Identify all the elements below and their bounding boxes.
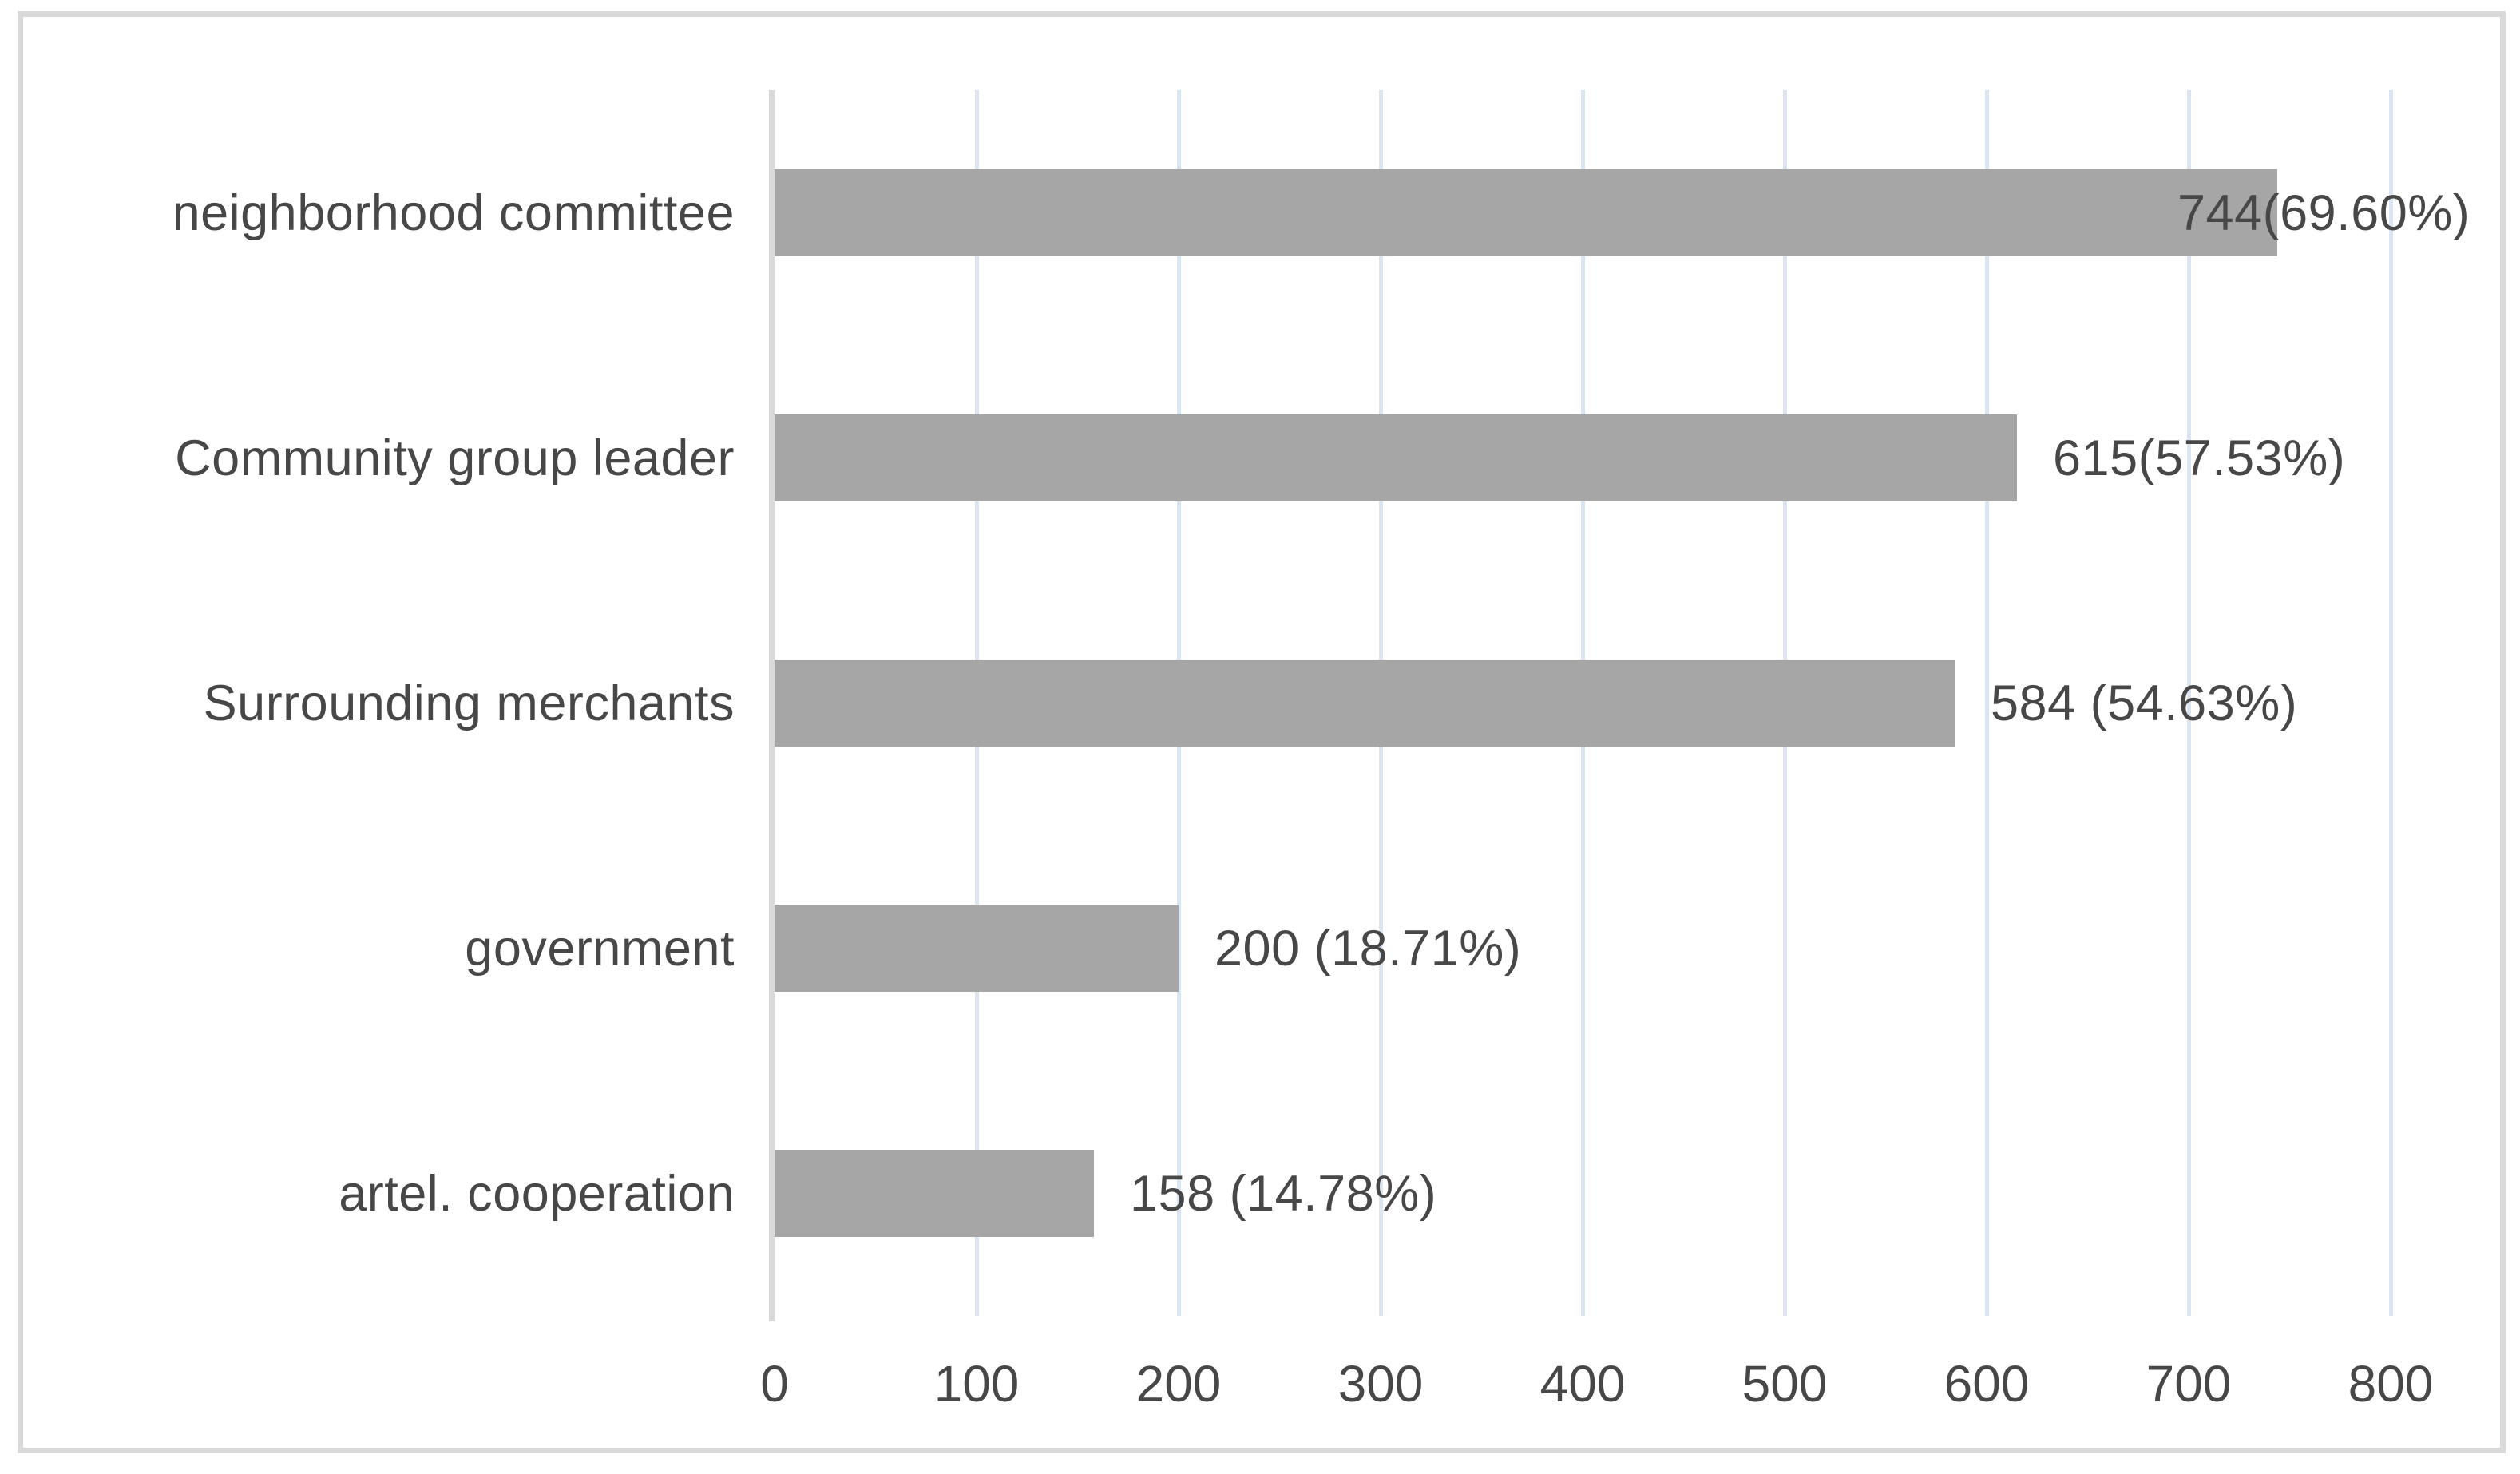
value-label: 615(57.53%) (2053, 430, 2346, 486)
category-label: government (465, 921, 735, 977)
category-label: artel. cooperation (339, 1166, 735, 1222)
x-axis-tick-label: 800 (2348, 1355, 2434, 1413)
value-axis-line (769, 90, 775, 1321)
vertical-gridline (2389, 90, 2393, 1316)
chart-frame-border (18, 11, 2506, 1453)
x-axis-tick-label: 500 (1741, 1355, 1828, 1413)
vertical-gridline (2187, 90, 2191, 1316)
bar (775, 905, 1179, 992)
x-axis-tick-label: 300 (1337, 1355, 1424, 1413)
bar (775, 1150, 1094, 1237)
category-label: Community group leader (175, 430, 735, 486)
category-label: Surrounding merchants (203, 676, 735, 731)
category-label: neighborhood committee (172, 185, 735, 241)
bar (775, 414, 2017, 501)
x-axis-tick-label: 600 (1943, 1355, 2030, 1413)
value-label: 584 (54.63%) (1991, 676, 2298, 731)
x-axis-tick-label: 200 (1135, 1355, 1222, 1413)
x-axis-tick-label: 0 (760, 1355, 789, 1413)
x-axis-tick-label: 700 (2146, 1355, 2232, 1413)
value-label: 158 (14.78%) (1130, 1166, 1437, 1222)
x-axis-tick-label: 400 (1539, 1355, 1626, 1413)
bar (775, 660, 1955, 747)
value-label: 744(69.60%) (2177, 185, 2470, 241)
bar (775, 169, 2277, 256)
x-axis-tick-label: 100 (933, 1355, 1020, 1413)
vertical-gridline (1985, 90, 1989, 1316)
value-label: 200 (18.71%) (1214, 921, 1522, 977)
